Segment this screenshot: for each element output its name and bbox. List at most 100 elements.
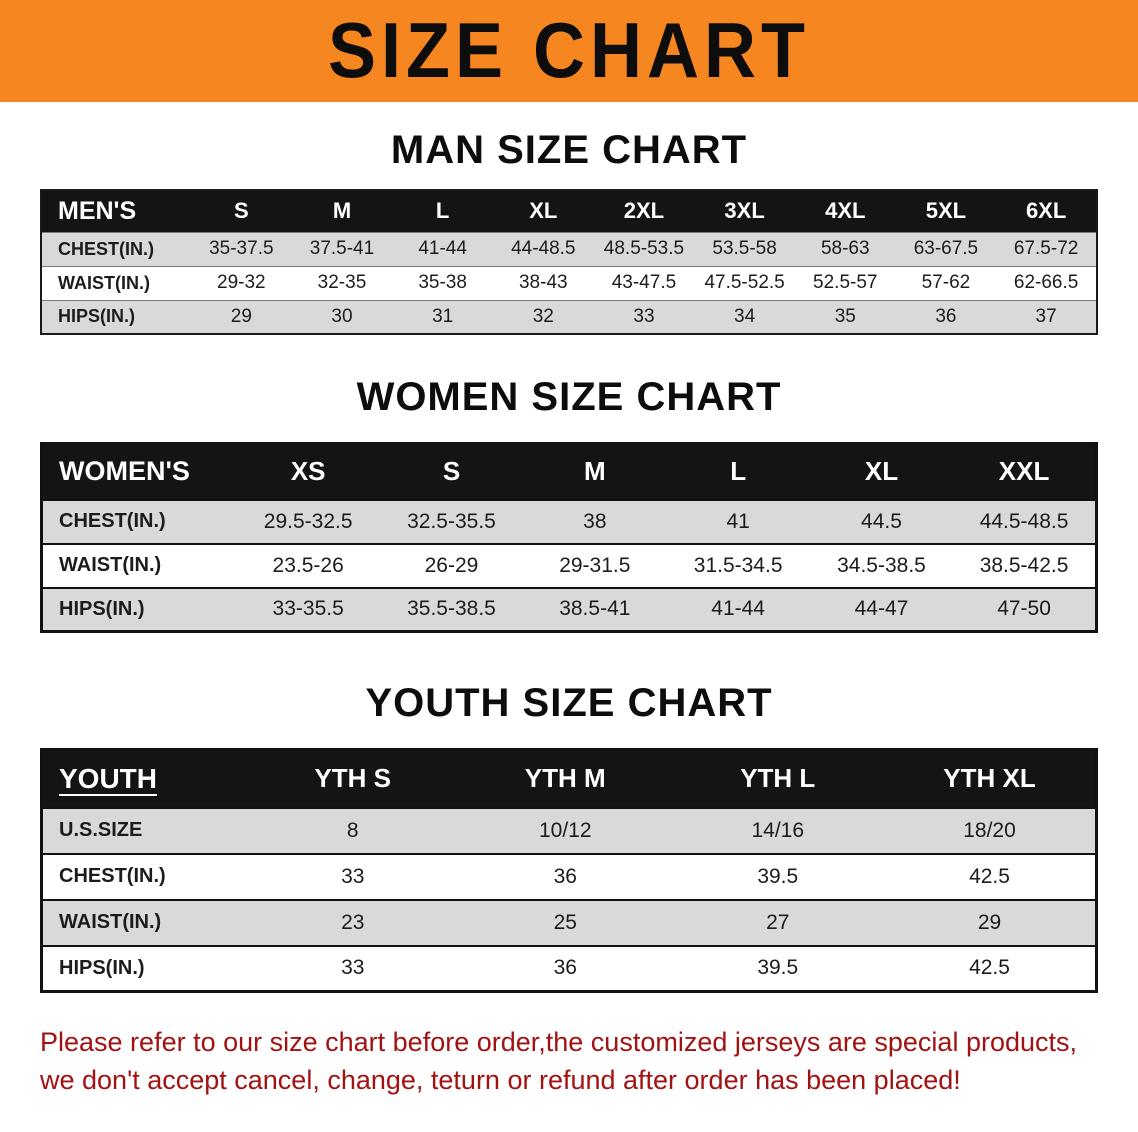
value-cell: 63-67.5 xyxy=(895,231,997,266)
table-row: CHEST(IN.) 35-37.5 37.5-41 41-44 44-48.5 48.5… xyxy=(41,231,1097,266)
value-cell: 29.5-32.5 xyxy=(236,498,380,544)
value-cell: 39.5 xyxy=(671,852,884,900)
value-cell: 29 xyxy=(884,898,1097,946)
value-cell: 38.5-42.5 xyxy=(953,542,1097,588)
value-cell: 42.5 xyxy=(884,944,1097,992)
table-row: WAIST(IN.) 29-32 32-35 35-38 38-43 43-47.5 47.… xyxy=(41,265,1097,300)
row-label: WAIST(IN.) xyxy=(41,542,237,588)
value-cell: 35 xyxy=(794,299,896,334)
value-cell: 18/20 xyxy=(884,806,1097,854)
size-column-header: XS xyxy=(236,443,380,500)
value-cell: 26-29 xyxy=(379,542,524,588)
value-cell: 23 xyxy=(246,898,459,946)
youth-size-table: YOUTH YTH S YTH M YTH L YTH XL U.S.SIZE 8 10/12… xyxy=(40,748,1098,993)
value-cell: 23.5-26 xyxy=(236,542,380,588)
value-cell: 47-50 xyxy=(953,586,1097,632)
size-column-header: 4XL xyxy=(794,190,896,232)
size-column-header: L xyxy=(392,190,493,232)
value-cell: 41-44 xyxy=(392,231,493,266)
size-column-header: M xyxy=(523,443,667,500)
page-title: SIZE CHART xyxy=(328,7,810,95)
table-row: WAIST(IN.) 23.5-26 26-29 29-31.5 31.5-34.5 34… xyxy=(41,542,1097,588)
value-cell: 35-38 xyxy=(392,265,493,300)
size-column-header: 3XL xyxy=(694,190,795,232)
size-column-header: YTH XL xyxy=(884,749,1097,808)
value-cell: 62-66.5 xyxy=(996,265,1097,300)
value-cell: 25 xyxy=(459,898,672,946)
men-size-table: MEN'S S M L XL 2XL 3XL 4XL 5XL 6XL CHEST(IN.) 35-37… xyxy=(40,189,1098,335)
size-column-header: XL xyxy=(492,190,594,232)
value-cell: 36 xyxy=(459,944,672,992)
row-label: U.S.SIZE xyxy=(41,806,247,854)
row-label: WAIST(IN.) xyxy=(41,265,191,300)
value-cell: 29 xyxy=(191,299,292,334)
value-cell: 36 xyxy=(459,852,672,900)
table-row: WAIST(IN.) 23 25 27 29 xyxy=(41,898,1097,946)
row-label: HIPS(IN.) xyxy=(41,586,237,632)
table-row: CHEST(IN.) 33 36 39.5 42.5 xyxy=(41,852,1097,900)
table-header-row: YOUTH YTH S YTH M YTH L YTH XL xyxy=(41,749,1097,808)
value-cell: 37.5-41 xyxy=(291,231,393,266)
size-column-header: YTH S xyxy=(246,749,459,808)
size-column-header: YTH M xyxy=(459,749,672,808)
value-cell: 29-31.5 xyxy=(523,542,667,588)
size-column-header: 5XL xyxy=(895,190,997,232)
size-column-header: 6XL xyxy=(996,190,1097,232)
youth-section: YOUTH SIZE CHART YOUTH YTH S YTH M YTH L YTH… xyxy=(0,681,1138,993)
value-cell: 31 xyxy=(392,299,493,334)
row-label: CHEST(IN.) xyxy=(41,231,191,266)
table-title-cell: WOMEN'S xyxy=(41,443,237,500)
banner: SIZE CHART xyxy=(0,0,1138,102)
size-column-header: L xyxy=(666,443,810,500)
table-row: CHEST(IN.) 29.5-32.5 32.5-35.5 38 41 44.5 44.5… xyxy=(41,498,1097,544)
value-cell: 57-62 xyxy=(895,265,997,300)
value-cell: 14/16 xyxy=(671,806,884,854)
table-row: U.S.SIZE 8 10/12 14/16 18/20 xyxy=(41,806,1097,854)
value-cell: 32.5-35.5 xyxy=(379,498,524,544)
size-column-header: XL xyxy=(809,443,954,500)
value-cell: 47.5-52.5 xyxy=(694,265,795,300)
value-cell: 31.5-34.5 xyxy=(666,542,810,588)
value-cell: 10/12 xyxy=(459,806,672,854)
value-cell: 53.5-58 xyxy=(694,231,795,266)
row-label: CHEST(IN.) xyxy=(41,498,237,544)
table-row: HIPS(IN.) 33-35.5 35.5-38.5 38.5-41 41-44 44-… xyxy=(41,586,1097,632)
value-cell: 43-47.5 xyxy=(593,265,695,300)
value-cell: 27 xyxy=(671,898,884,946)
value-cell: 44-48.5 xyxy=(492,231,594,266)
value-cell: 32-35 xyxy=(291,265,393,300)
value-cell: 52.5-57 xyxy=(794,265,896,300)
size-column-header: S xyxy=(191,190,292,232)
row-label: HIPS(IN.) xyxy=(41,299,191,334)
value-cell: 38-43 xyxy=(492,265,594,300)
row-label: HIPS(IN.) xyxy=(41,944,247,992)
table-row: HIPS(IN.) 33 36 39.5 42.5 xyxy=(41,944,1097,992)
disclaimer-line-1: Please refer to our size chart before or… xyxy=(40,1027,1078,1057)
disclaimer: Please refer to our size chart before or… xyxy=(40,1023,1100,1100)
youth-section-heading: YOUTH SIZE CHART xyxy=(365,681,773,725)
value-cell: 38 xyxy=(523,498,667,544)
disclaimer-line-2: we don't accept cancel, change, teturn o… xyxy=(40,1065,961,1096)
value-cell: 38.5-41 xyxy=(523,586,667,632)
size-column-header: YTH L xyxy=(671,749,884,808)
table-header-row: WOMEN'S XS S M L XL XXL xyxy=(41,443,1097,500)
row-label: CHEST(IN.) xyxy=(41,852,247,900)
value-cell: 35-37.5 xyxy=(191,231,292,266)
women-size-table: WOMEN'S XS S M L XL XXL CHEST(IN.) 29.5-32.5 32.5… xyxy=(40,442,1098,633)
size-column-header: M xyxy=(291,190,393,232)
value-cell: 33 xyxy=(593,299,695,334)
value-cell: 36 xyxy=(895,299,997,334)
table-row: HIPS(IN.) 29 30 31 32 33 34 35 36 37 xyxy=(41,299,1097,334)
size-column-header: S xyxy=(379,443,524,500)
men-section-heading: MAN SIZE CHART xyxy=(390,128,748,172)
men-section: MAN SIZE CHART MEN'S S M L XL 2XL 3XL 4XL 5XL 6XL… xyxy=(0,128,1138,335)
table-header-row: MEN'S S M L XL 2XL 3XL 4XL 5XL 6XL xyxy=(41,190,1097,232)
value-cell: 39.5 xyxy=(671,944,884,992)
value-cell: 44-47 xyxy=(809,586,954,632)
value-cell: 29-32 xyxy=(191,265,292,300)
value-cell: 33 xyxy=(246,944,459,992)
value-cell: 44.5 xyxy=(809,498,954,544)
value-cell: 58-63 xyxy=(794,231,896,266)
size-column-header: XXL xyxy=(953,443,1097,500)
value-cell: 34.5-38.5 xyxy=(809,542,954,588)
